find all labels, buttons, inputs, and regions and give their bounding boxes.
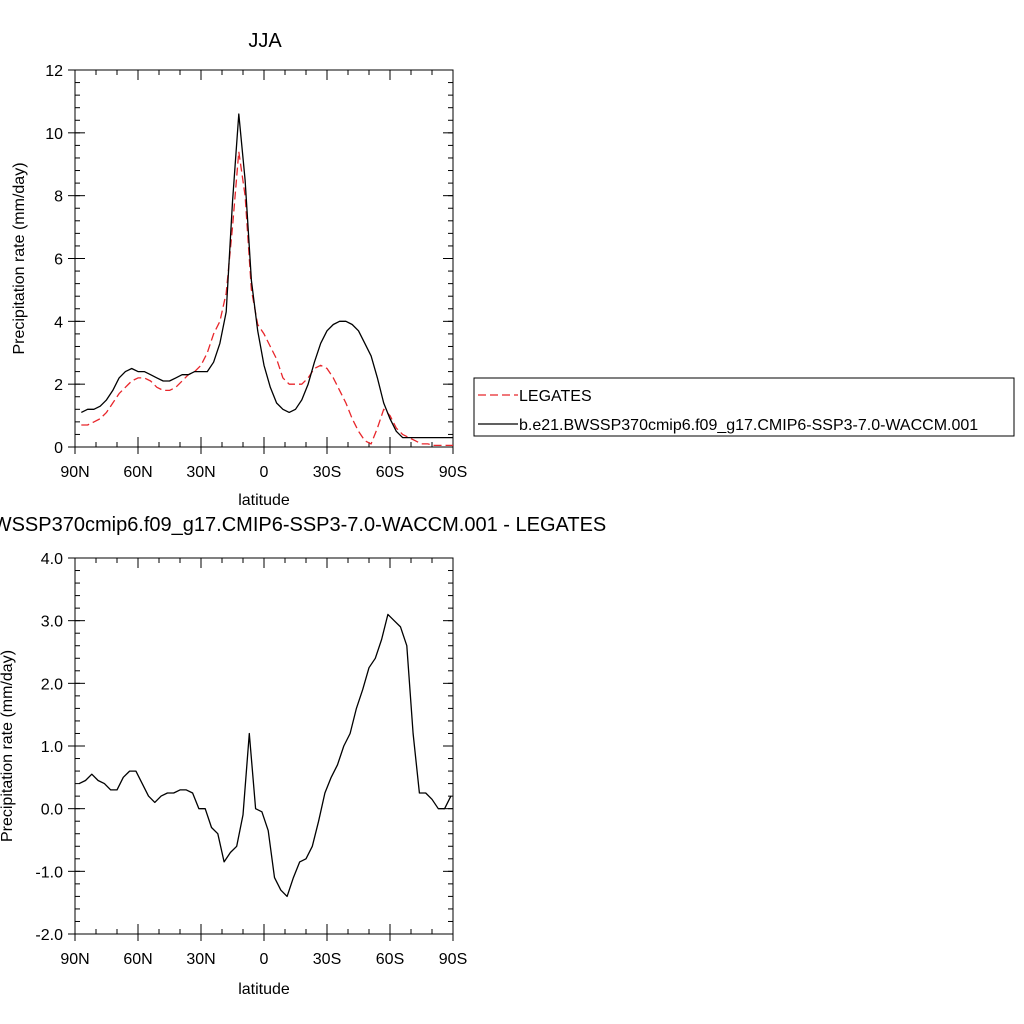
legend-label-1: b.e21.BWSSP370cmip6.f09_g17.CMIP6-SSP3-7… [519, 417, 978, 434]
plot-frame [74, 69, 454, 448]
y-axis-label: Precipitation rate (mm/day) [0, 650, 16, 842]
series-line-1 [81, 113, 453, 439]
y-tick-label: 8 [54, 189, 63, 206]
y-tick-label: 1.0 [41, 739, 63, 756]
x-tick-label: 60N [123, 951, 152, 968]
x-tick-label: 60S [376, 464, 404, 481]
y-tick-label: 0 [54, 440, 63, 457]
y-tick-label: 2.0 [41, 676, 63, 693]
x-tick-label: 90S [439, 951, 467, 968]
x-tick-label: 60S [376, 951, 404, 968]
x-tick-label: 0 [260, 464, 269, 481]
y-tick-label: 4 [54, 314, 63, 331]
y-tick-label: 12 [45, 63, 63, 80]
y-tick-label: 3.0 [41, 614, 63, 631]
x-tick-label: 30N [186, 951, 215, 968]
x-tick-label: 30N [186, 464, 215, 481]
chart-title: JJA [248, 30, 282, 52]
plot-frame [74, 557, 454, 935]
legend-label-0: LEGATES [519, 388, 592, 405]
chart-title: b.e21.BWSSP370cmip6.f09_g17.CMIP6-SSP3-7… [0, 514, 606, 536]
x-tick-label: 60N [123, 464, 152, 481]
y-tick-label: 0.0 [41, 802, 63, 819]
x-tick-label: 90S [439, 464, 467, 481]
x-axis-label: latitude [238, 492, 290, 509]
y-axis-label: Precipitation rate (mm/day) [11, 162, 28, 354]
y-tick-label: 10 [45, 126, 63, 143]
x-axis-label: latitude [238, 981, 290, 998]
x-tick-label: 30S [313, 951, 341, 968]
x-tick-label: 90N [60, 951, 89, 968]
y-tick-label: 4.0 [41, 551, 63, 568]
y-tick-label: 6 [54, 252, 63, 269]
series-line-0 [81, 151, 453, 447]
series-line-0 [78, 613, 452, 898]
y-tick-label: 2 [54, 377, 63, 394]
y-tick-label: -1.0 [35, 864, 63, 881]
x-tick-label: 90N [60, 464, 89, 481]
y-tick-label: -2.0 [35, 927, 63, 944]
legend-box [473, 377, 1015, 437]
x-tick-label: 0 [260, 951, 269, 968]
x-tick-label: 30S [313, 464, 341, 481]
